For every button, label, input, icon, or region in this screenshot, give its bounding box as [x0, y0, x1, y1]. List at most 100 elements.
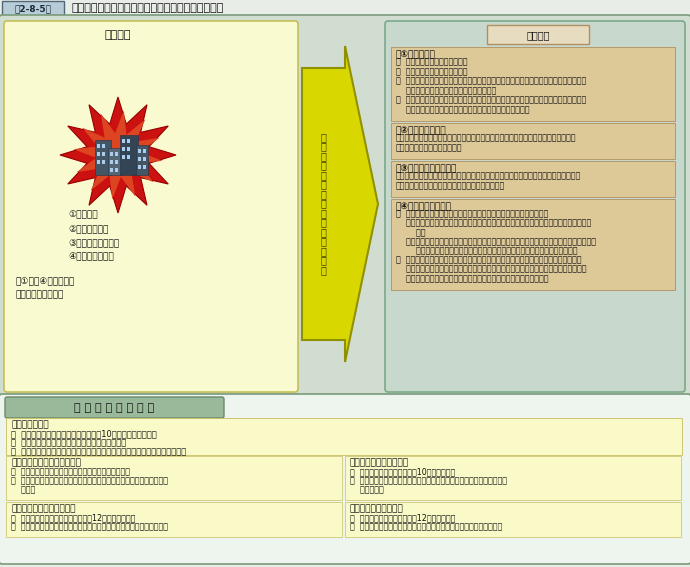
Bar — [110, 160, 113, 164]
Text: ④南海トラフ地震: ④南海トラフ地震 — [68, 252, 114, 261]
Text: 【第１次出動航空小隊】: 【第１次出動航空小隊】 — [350, 459, 409, 468]
Text: 災害発生: 災害発生 — [105, 30, 131, 40]
Bar — [97, 152, 100, 156]
Text: １  東海地震に係る注意情報発表: １ 東海地震に係る注意情報発表 — [396, 57, 468, 66]
Text: を行う: を行う — [11, 485, 35, 494]
Text: 【④南海トラフ地震】: 【④南海トラフ地震】 — [396, 202, 452, 211]
Text: 【②首都直下地震】: 【②首都直下地震】 — [396, 126, 446, 136]
Bar — [120, 135, 138, 175]
Bar — [115, 168, 118, 172]
Text: プ: プ — [320, 189, 326, 199]
FancyBboxPatch shape — [345, 456, 681, 500]
Bar — [110, 168, 113, 172]
Text: 対: 対 — [320, 255, 326, 265]
Text: 請等を行う: 請等を行う — [350, 485, 384, 494]
Polygon shape — [73, 111, 163, 200]
FancyBboxPatch shape — [5, 397, 224, 418]
Text: （１）発生した地震の震央地名が南海トラフ地震の想定震源断層域の地名のいずれかに: （１）発生した地震の震央地名が南海トラフ地震の想定震源断層域の地名のいずれかに — [396, 219, 591, 228]
Text: 該当: 該当 — [396, 228, 426, 237]
Text: 【指揮支援隊】: 【指揮支援隊】 — [11, 421, 48, 429]
Text: ては震度５強）以上の地震が発生した場合: ては震度５強）以上の地震が発生した場合 — [396, 86, 496, 95]
Text: 【出動準備航空小隊】: 【出動準備航空小隊】 — [350, 505, 404, 514]
Bar — [108, 148, 122, 175]
Text: ョ: ョ — [320, 170, 326, 180]
Text: ２  第１次出動航空部隊で不足する場合、必要に応じて出動要請を行う: ２ 第１次出動航空部隊で不足する場合、必要に応じて出動要請を行う — [350, 523, 502, 531]
FancyBboxPatch shape — [0, 394, 690, 564]
Text: ①東海地震: ①東海地震 — [68, 210, 97, 219]
Bar — [122, 147, 125, 151]
Bar — [143, 165, 146, 169]
Bar — [102, 152, 105, 156]
Text: に: に — [320, 217, 326, 227]
Text: 緊急消防援助隊の基本的な出動とアクションプラン: 緊急消防援助隊の基本的な出動とアクションプラン — [72, 3, 224, 14]
Text: 令指定都市は震度５強）以上の地震が発生した場合: 令指定都市は震度５強）以上の地震が発生した場合 — [396, 181, 505, 190]
Bar — [143, 157, 146, 161]
FancyBboxPatch shape — [391, 123, 675, 159]
Text: ン: ン — [320, 179, 326, 189]
Bar — [102, 160, 105, 164]
Text: 【第１次出動都道府県大隊】: 【第１次出動都道府県大隊】 — [11, 459, 81, 468]
Text: ・①から④以外の地震: ・①から④以外の地震 — [15, 277, 75, 286]
Text: 強）以上の地震が発生した場合: 強）以上の地震が発生した場合 — [396, 143, 462, 152]
Bar — [127, 155, 130, 159]
Text: ２  第１次出動都道府県大隊で不足する場合、必要に応じ出動要請を行う: ２ 第１次出動都道府県大隊で不足する場合、必要に応じ出動要請を行う — [11, 523, 168, 531]
Text: 【①東海地震】: 【①東海地震】 — [396, 50, 436, 60]
Text: 指定都市については震度５強）以上の地震が発生した場合: 指定都市については震度５強）以上の地震が発生した場合 — [396, 105, 529, 114]
Text: り、迅速かつ的確な対応が可能であると消防庁長官が判断した場合: り、迅速かつ的確な対応が可能であると消防庁長官が判断した場合 — [396, 274, 549, 283]
Text: ラ: ラ — [320, 198, 326, 208]
FancyBboxPatch shape — [487, 25, 589, 44]
FancyBboxPatch shape — [391, 161, 675, 197]
Text: ン: ン — [320, 208, 326, 218]
Text: 被害想定４都県中２以上の都県で震度６弱（特別区、政令指定都市については震度５: 被害想定４都県中２以上の都県で震度６弱（特別区、政令指定都市については震度５ — [396, 133, 577, 142]
Text: 適用基準: 適用基準 — [526, 30, 550, 40]
Text: １  以下の（１）、（２）の条件をいずれも満たす地震が発生した場合: １ 以下の（１）、（２）の条件をいずれも満たす地震が発生した場合 — [396, 209, 549, 218]
Text: 各: 各 — [320, 132, 326, 142]
FancyBboxPatch shape — [391, 47, 675, 121]
Text: 第2-8-5図: 第2-8-5図 — [14, 4, 52, 13]
Text: 基: 基 — [320, 227, 326, 237]
Polygon shape — [60, 97, 176, 213]
Bar — [138, 149, 141, 153]
Text: ③東南海・南海地震: ③東南海・南海地震 — [68, 239, 119, 248]
Text: （２）発生した地震により中部地方、近畿地方及び四国・九州地方の３地域のいずれにお: （２）発生した地震により中部地方、近畿地方及び四国・九州地方の３地域のいずれにお — [396, 237, 596, 246]
Text: 応: 応 — [320, 265, 326, 275]
Text: く: く — [320, 246, 326, 256]
Text: ②首都直下地震: ②首都直下地震 — [68, 225, 108, 234]
Text: ２  上記１の条件を満たす地震が発生した場合の他、南海トラフ地震の被害と同程度の: ２ 上記１の条件を満たす地震が発生した場合の他、南海トラフ地震の被害と同程度の — [396, 256, 582, 264]
Text: シ: シ — [320, 160, 326, 170]
Text: 被害が見込まれ、又はアクションプランに基づき緊急消防援助隊を運用することによ: 被害が見込まれ、又はアクションプランに基づき緊急消防援助隊を運用することによ — [396, 265, 586, 274]
Bar — [122, 139, 125, 143]
Text: １  全国を８ブロックに分け、各６から10の指揮支援隊を指定: １ 全国を８ブロックに分け、各６から10の指揮支援隊を指定 — [11, 429, 157, 438]
Bar — [143, 149, 146, 153]
Bar — [115, 152, 118, 156]
Text: づ: づ — [320, 236, 326, 246]
Text: いても、震度６強以上が観測された場合、又は大津波警報が発表された場合: いても、震度６強以上が観測された場合、又は大津波警報が発表された場合 — [396, 246, 578, 255]
FancyBboxPatch shape — [385, 21, 685, 392]
Polygon shape — [302, 46, 378, 362]
FancyBboxPatch shape — [4, 21, 298, 392]
FancyBboxPatch shape — [2, 1, 64, 16]
Text: ・その他の自然災害: ・その他の自然災害 — [15, 290, 63, 299]
Text: ３  災害発生地、災害規模等を考慮し、必要な指揮支援隊に出動要請等を行う: ３ 災害発生地、災害規模等を考慮し、必要な指揮支援隊に出動要請等を行う — [11, 447, 186, 456]
Text: ２  災害発生地及び運航可能機体等を考慮し、必要な航空隊に対し出動要: ２ 災害発生地及び運航可能機体等を考慮し、必要な航空隊に対し出動要 — [350, 476, 507, 485]
Text: １  被災想定都道府県に対し、10航空隊を指定: １ 被災想定都道府県に対し、10航空隊を指定 — [350, 468, 455, 476]
Text: 想定震源域内を震源とし、緊急消防援助隊出動対象県６県中２以上の県で震度６弱（政: 想定震源域内を震源とし、緊急消防援助隊出動対象県６県中２以上の県で震度６弱（政 — [396, 171, 581, 180]
Bar — [136, 145, 148, 175]
Text: １  被災想定都道府県に対し、12航空隊を指定: １ 被災想定都道府県に対し、12航空隊を指定 — [350, 514, 455, 523]
FancyBboxPatch shape — [391, 199, 675, 290]
Text: ３  １、２の場合に強化地域８都県中１の都県で震度６弱（特別区、政令指定都市につい: ３ １、２の場合に強化地域８都県中１の都県で震度６弱（特別区、政令指定都市につい — [396, 77, 586, 86]
Text: ４  想定震源域内を震源とし、強化地域８都県中２以上の都県で震度６弱（特別区、政令: ４ 想定震源域内を震源とし、強化地域８都県中２以上の都県で震度６弱（特別区、政令 — [396, 95, 586, 104]
FancyBboxPatch shape — [6, 502, 342, 537]
Bar — [122, 155, 125, 159]
Text: ア: ア — [320, 141, 326, 151]
FancyBboxPatch shape — [0, 15, 690, 396]
Bar — [97, 160, 100, 164]
Bar — [102, 144, 105, 148]
FancyBboxPatch shape — [345, 502, 681, 537]
Text: 基 本 的 な 出 動 計 画: 基 本 的 な 出 動 計 画 — [74, 403, 154, 413]
Bar — [95, 140, 111, 175]
Bar — [138, 165, 141, 169]
Bar — [127, 139, 130, 143]
FancyBboxPatch shape — [6, 418, 682, 455]
Bar — [138, 157, 141, 161]
